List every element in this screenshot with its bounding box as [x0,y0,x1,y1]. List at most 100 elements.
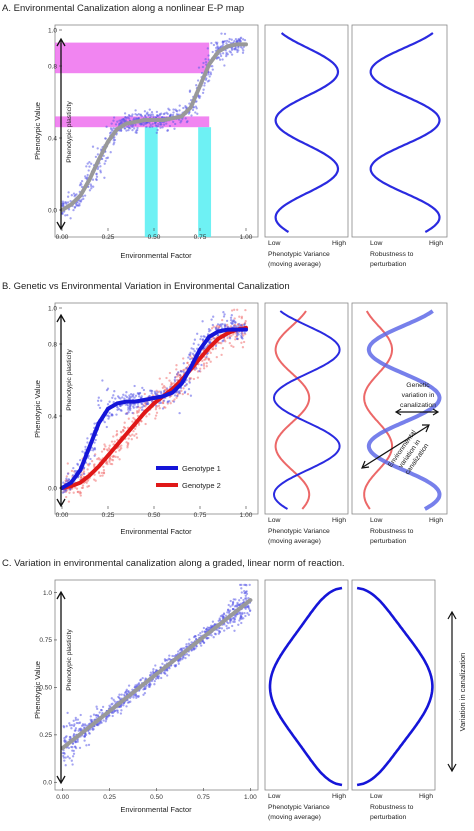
panel-b-variance-high: High [332,517,346,524]
panel-a-variance-sublabel: (moving average) [268,261,321,268]
panel-b-scatter-point-genotype1 [129,404,132,407]
panel-b-scatter-point-genotype2 [112,435,115,438]
panel-a-scatter-point [206,80,210,83]
panel-b-scatter-point-genotype2 [202,364,206,367]
panel-c-scatter-point [124,691,127,694]
panel-a-scatter-point [194,111,197,114]
panel-b-scatter-point-genotype2 [161,386,165,389]
panel-a-scatter-point [239,36,243,39]
panel-a-scatter-point [88,165,91,168]
panel-a-scatter-point [121,120,125,123]
panel-a-scatter-point [212,43,216,47]
panel-b-scatter-point-genotype2 [112,443,115,446]
panel-c-x-label: Environmental Factor [120,805,192,814]
panel-c-scatter-point [222,613,226,616]
panel-b-robustness-frame [351,302,448,515]
panel-a-scatter-point [221,52,225,55]
panel-a-scatter-point [118,122,121,125]
genetic-annotation-line1: Genetic [406,382,430,389]
panel-b-scatter-point-genotype1 [191,352,195,355]
panel-c-arrow-head-bottom [56,775,66,785]
panel-c-scatter-point [83,739,86,742]
panel-c: C. Variation in environmental canalizati… [2,558,467,821]
panel-a-y-tick-label: 0.8 [48,63,57,70]
panel-a-y-tick-label: 0.0 [48,207,57,214]
panel-b-scatter-point-genotype2 [209,360,212,363]
panel-c-scatter-point [233,605,237,608]
panel-b-scatter-point-genotype2 [234,335,237,339]
panel-a-scatter-point [99,169,102,172]
panel-c-scatter-point [185,653,189,656]
panel-c-scatter-point [69,735,72,739]
panel-c-scatter-point [87,743,91,747]
panel-c-scatter-point [177,662,180,665]
panel-b-scatter-point-genotype2 [196,376,200,379]
panel-b-scatter-point-genotype2 [86,468,89,471]
panel-a-scatter-point [236,50,239,54]
panel-b-y-tick-label: 0.0 [48,485,57,492]
panel-a-x-tick-label: 0.00 [56,234,69,241]
panel-b-x-tick-label: 0.25 [102,512,115,519]
panel-a-scatter-point [123,127,127,130]
panel-a-scatter-point [84,176,87,180]
panel-a-scatter-point [77,204,80,207]
panel-b-scatter-point-genotype1 [86,441,89,444]
panel-c-scatter-point [241,612,244,616]
panel-b-scatter-point-genotype1 [130,395,133,399]
panel-a-y-tick-label: 0.4 [48,135,57,142]
panel-a-scatter-point [178,104,181,107]
panel-b-scatter-point-genotype2 [79,494,82,497]
panel-b-scatter-point-genotype1 [135,406,138,409]
panel-c-scatter-point [246,612,249,615]
environmental-arrow-head-bottom [361,460,370,469]
panel-b-scatter-point-genotype1 [223,324,226,328]
panel-b-x-tick-label: 1.00 [240,512,253,519]
panel-a-scatter-point [210,41,213,45]
panel-c-scatter-point [218,626,222,630]
panel-b-scatter-point-genotype2 [180,389,183,393]
panel-a-scatter-point [82,197,85,201]
panel-c-scatter-point [239,616,243,619]
panel-b-scatter-point-genotype2 [244,320,247,323]
panel-c-scatter-point [244,594,247,597]
panel-b-scatter-point-genotype1 [160,392,163,395]
panel-b-scatter-point-genotype2 [199,367,202,370]
panel-a-scatter-point [209,73,213,76]
panel-b-scatter-point-genotype1 [113,390,116,393]
panel-c-scatter-point [110,697,113,700]
panel-a-cyan-band [198,127,212,237]
panel-a-scatter-point [61,202,65,205]
panel-a-scatter-point [200,71,204,75]
panel-b-variance-frame [264,302,349,515]
panel-c-scatter-point [236,603,239,606]
panel-b-scatter-point-genotype2 [226,336,229,340]
panel-b-scatter-point-genotype2 [241,346,245,349]
panel-b-title: B. Genetic vs Environmental Variation in… [2,281,290,292]
panel-c-scatter-point [217,629,221,633]
panel-b-scatter-point-genotype2 [118,458,121,461]
panel-c-title: C. Variation in environmental canalizati… [2,558,345,569]
panel-a-scatter-point [127,117,131,120]
panel-c-scatter-point [117,696,121,699]
panel-a-scatter-point [155,110,159,114]
panel-a-scatter-point [104,137,107,140]
panel-c-scatter-point [244,607,247,610]
panel-b-scatter-point-genotype1 [189,357,192,361]
panel-b-scatter-point-genotype1 [86,437,89,440]
panel-b-scatter-point-genotype1 [188,353,192,356]
panel-c-scatter-point [160,676,163,680]
panel-b-scatter-point-genotype1 [202,335,205,338]
panel-b-arrow-head-top [56,313,66,323]
panel-a-scatter-point [112,127,115,130]
panel-a-scatter-point [112,116,116,119]
panel-c-scatter-point [74,716,77,720]
panel-a-scatter-point [67,208,71,211]
panel-b-scatter-point-genotype1 [127,411,130,414]
panel-c-side-arrow-head-top [447,610,457,620]
panel-a-scatter-point [65,201,68,204]
panel-b-scatter-point-genotype2 [164,386,167,389]
panel-c-scatter-point [127,690,130,694]
panel-c-scatter-point [240,591,243,594]
panel-a-scatter-point [96,153,100,156]
panel-b-scatter-point-genotype1 [188,378,191,381]
